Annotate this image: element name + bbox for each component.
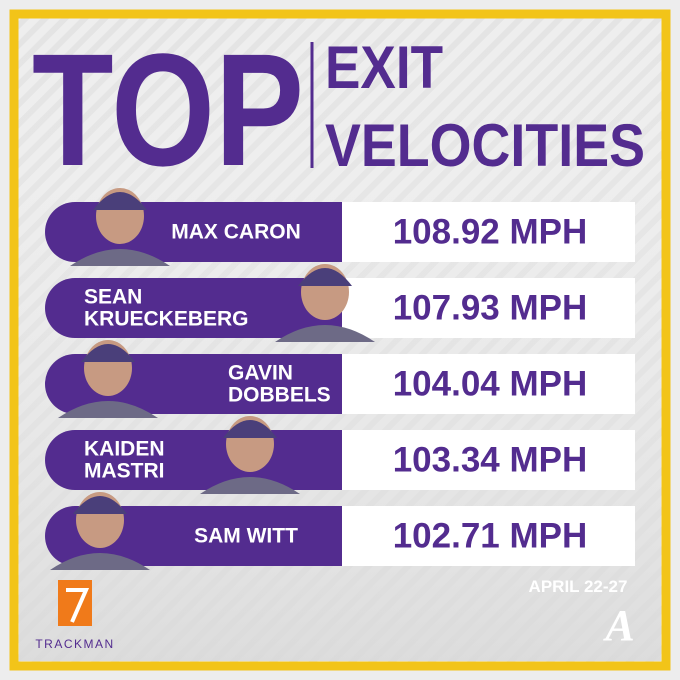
player-name: SAM WITT: [194, 525, 298, 548]
player-body: [58, 401, 158, 418]
player-helmet: [223, 420, 277, 438]
player-helmet: [73, 496, 127, 514]
value-band: [342, 202, 635, 262]
team-logo: A: [602, 601, 634, 650]
player-name: DOBBELS: [228, 384, 331, 407]
exit-velocity: 104.04 MPH: [393, 364, 588, 403]
player-name: MAX CARON: [171, 221, 301, 244]
player-helmet: [298, 268, 352, 286]
player-body: [70, 249, 170, 266]
dates: APRIL 22-27: [529, 577, 628, 596]
player-body: [275, 325, 375, 342]
exit-velocity: 103.34 MPH: [393, 440, 588, 479]
player-name: GAVIN: [228, 362, 293, 385]
value-band: [342, 506, 635, 566]
sponsor-logo-mark: [66, 588, 90, 623]
player-helmet: [81, 344, 135, 362]
exit-velocity: 108.92 MPH: [393, 212, 588, 251]
value-band: [342, 354, 635, 414]
player-name: KRUECKEBERG: [84, 308, 249, 331]
exit-velocity: 107.93 MPH: [393, 288, 588, 327]
value-band: [342, 278, 635, 338]
sponsor: TRACKMAN: [35, 637, 114, 651]
player-body: [50, 553, 150, 570]
subtitle: EXIT: [325, 34, 443, 101]
player-helmet: [93, 192, 147, 210]
player-name: KAIDEN: [84, 438, 165, 461]
exit-velocity: 102.71 MPH: [393, 516, 588, 555]
player-name: MASTRI: [84, 460, 165, 483]
title: TOP: [32, 20, 304, 199]
player-name: SEAN: [84, 286, 142, 309]
name-band: [45, 278, 342, 338]
value-band: [342, 430, 635, 490]
subtitle: VELOCITIES: [325, 112, 645, 179]
player-body: [200, 477, 300, 494]
